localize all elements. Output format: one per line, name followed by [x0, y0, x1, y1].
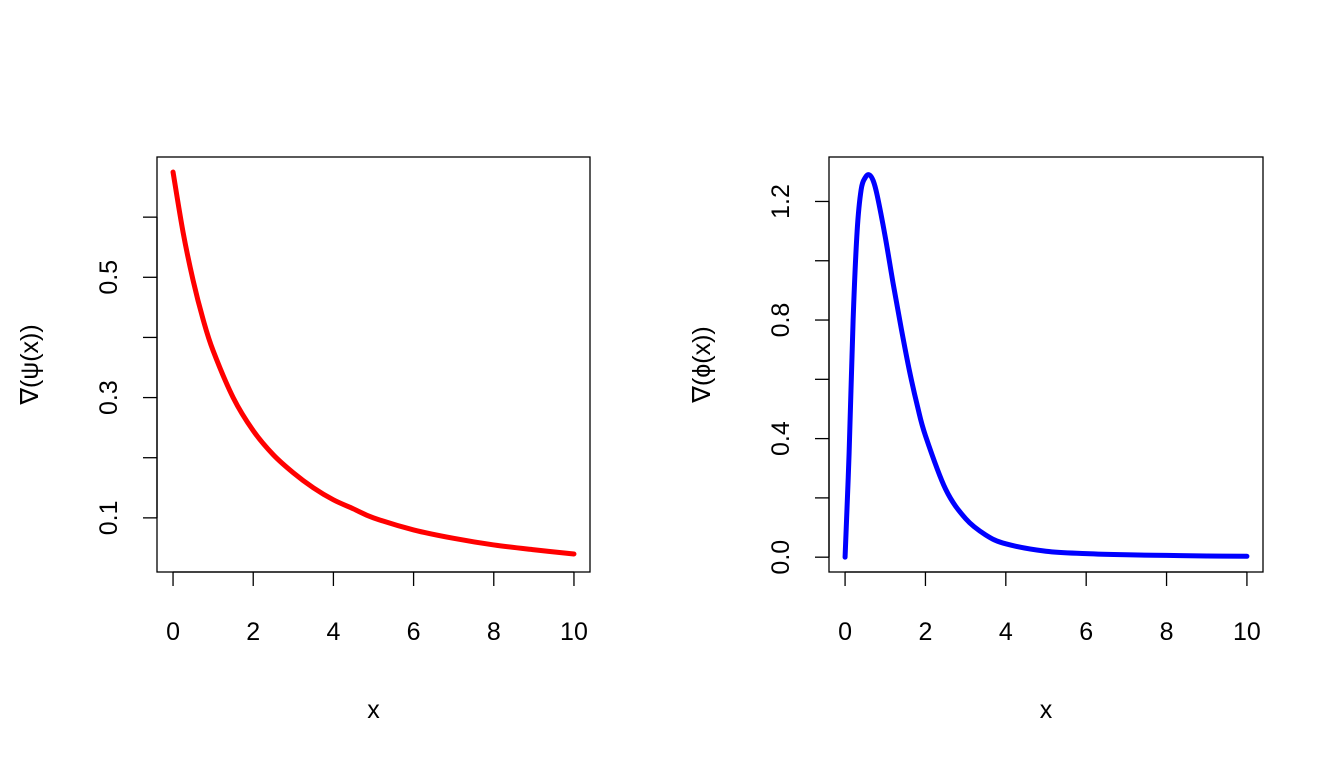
y-tick-label: 0.8 [767, 303, 795, 338]
y-axis-label: ∇(ψ(x)) [16, 324, 44, 405]
x-tick-label: 10 [560, 618, 588, 646]
x-tick-label: 2 [918, 618, 932, 646]
x-tick-label: 8 [1160, 618, 1174, 646]
y-tick-label: 0.4 [767, 421, 795, 456]
x-tick-label: 0 [838, 618, 852, 646]
y-tick-label: 0.0 [767, 540, 795, 575]
series-line [842, 172, 1250, 560]
y-tick-label: 1.2 [767, 184, 795, 219]
x-tick-label: 8 [487, 618, 501, 646]
y-tick-label: 0.1 [95, 500, 123, 535]
left-chart-panel: 0 2 4 6 8 10 0.1 0.3 0.5 x ∇(ψ(x)) [16, 156, 591, 724]
x-tick-label: 4 [999, 618, 1013, 646]
y-tick-label: 0.3 [95, 380, 123, 415]
x-tick-label: 6 [1079, 618, 1093, 646]
x-axis-label: x [1040, 696, 1053, 724]
plot-frame [828, 156, 1264, 573]
series-line [170, 169, 577, 557]
right-chart-panel: 0 2 4 6 8 10 0.0 0.4 0.8 1.2 x ∇(ϕ(x)) [688, 156, 1264, 724]
y-axis-label: ∇(ϕ(x)) [688, 326, 716, 404]
plot-frame [156, 156, 591, 573]
y-tick-label: 0.5 [95, 260, 123, 295]
x-tick-label: 2 [246, 618, 260, 646]
x-tick-label: 4 [326, 618, 340, 646]
x-axis-label: x [367, 696, 380, 724]
x-tick-label: 6 [407, 618, 421, 646]
x-tick-label: 10 [1233, 618, 1261, 646]
x-tick-label: 0 [166, 618, 180, 646]
